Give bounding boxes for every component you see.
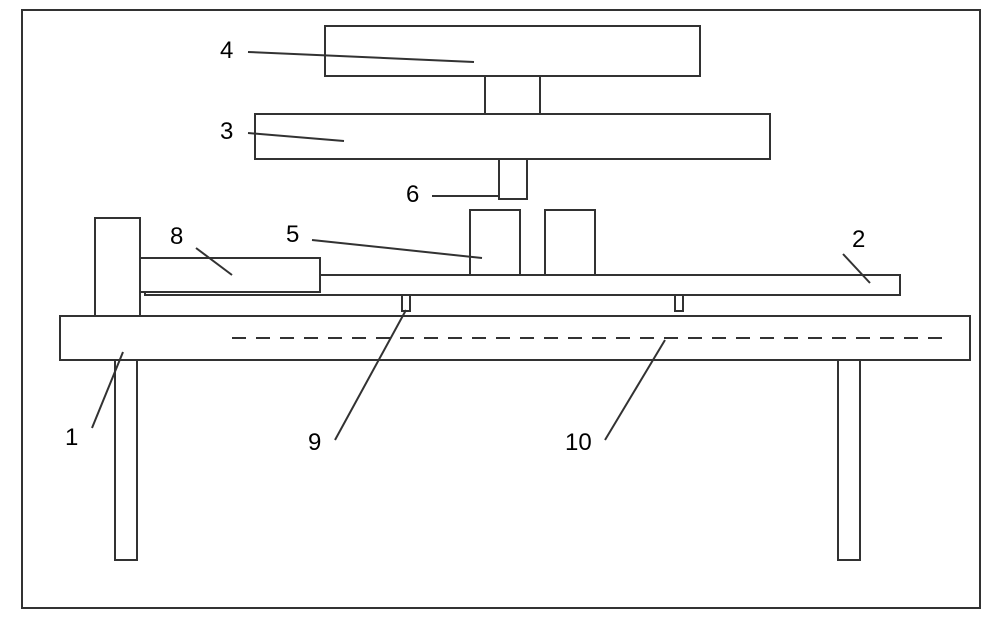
label-6: 6 xyxy=(406,181,419,208)
engineering-diagram: 4 3 6 8 5 2 1 9 10 xyxy=(0,0,1000,617)
leader-5 xyxy=(312,240,482,258)
part-leg_right xyxy=(838,360,860,560)
label-3: 3 xyxy=(220,118,233,145)
label-5: 5 xyxy=(286,221,299,248)
label-1: 1 xyxy=(65,424,78,451)
part-peg_6 xyxy=(499,159,527,199)
part-pin_9 xyxy=(402,295,410,311)
part-top_block xyxy=(325,26,700,76)
part-pin_9b xyxy=(675,295,683,311)
label-8: 8 xyxy=(170,223,183,250)
label-9: 9 xyxy=(308,429,321,456)
part-block_5a xyxy=(470,210,520,275)
label-2: 2 xyxy=(852,226,865,253)
part-upper_plate xyxy=(255,114,770,159)
label-4: 4 xyxy=(220,37,233,64)
part-rail_8 xyxy=(140,258,320,292)
part-top_neck xyxy=(485,76,540,114)
part-block_5b xyxy=(545,210,595,275)
label-10: 10 xyxy=(565,429,592,456)
part-left_post xyxy=(95,218,140,316)
part-leg_left xyxy=(115,360,137,560)
